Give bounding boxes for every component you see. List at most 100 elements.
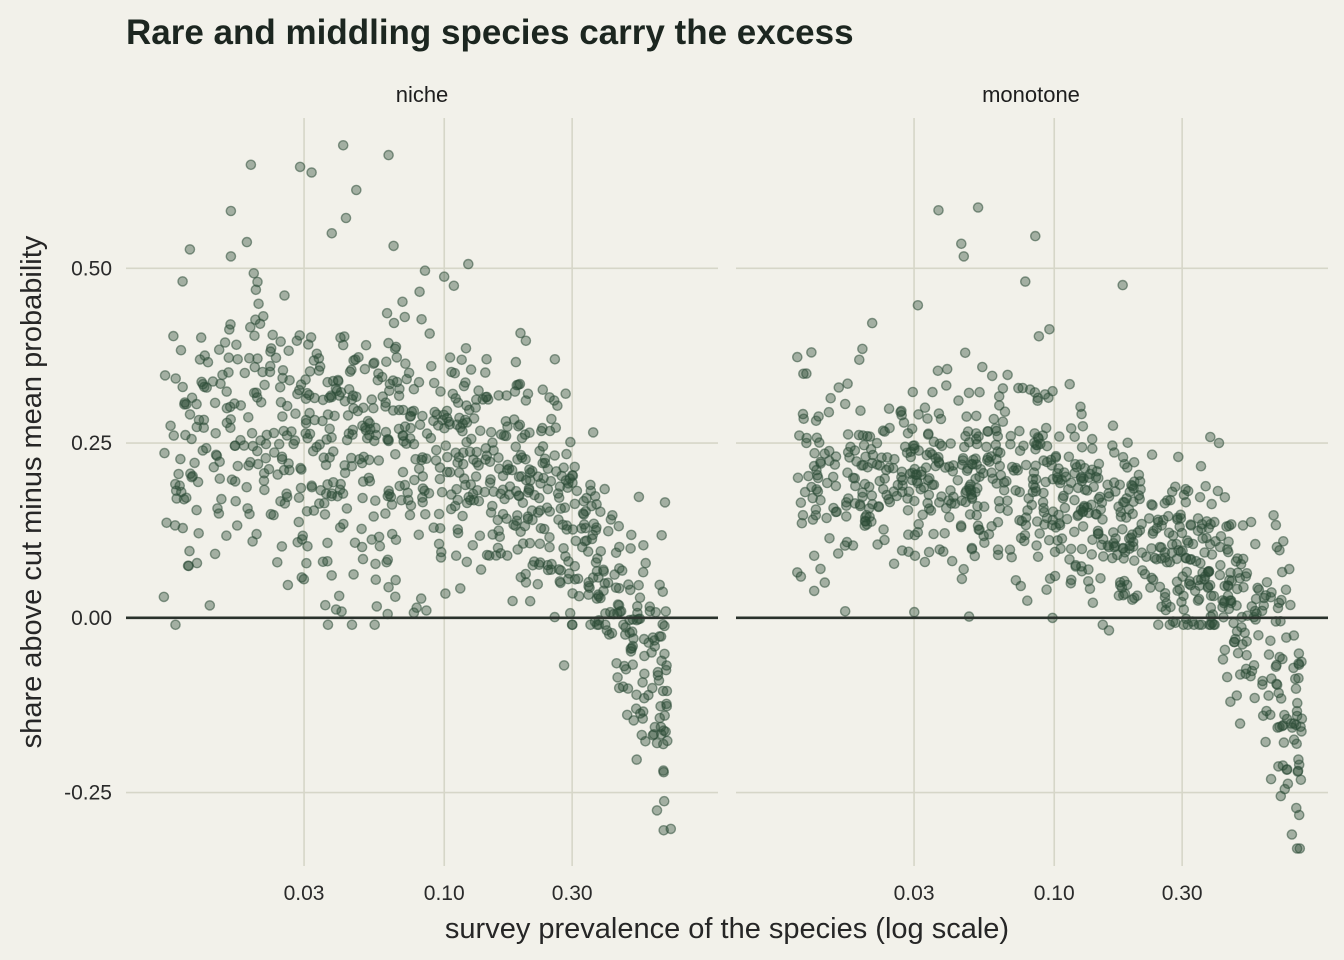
data-point	[1093, 458, 1105, 470]
data-point	[516, 432, 528, 444]
data-point	[1263, 690, 1274, 701]
data-point	[986, 370, 998, 382]
data-point	[191, 504, 202, 516]
data-point	[255, 396, 267, 408]
data-point	[952, 474, 964, 486]
data-point	[325, 390, 337, 402]
data-point	[966, 493, 978, 505]
data-point	[591, 498, 602, 510]
data-point	[1278, 536, 1289, 547]
data-point	[1087, 597, 1099, 609]
data-point	[346, 460, 358, 472]
data-point	[241, 481, 252, 493]
data-point	[1103, 625, 1115, 636]
data-point	[1034, 528, 1045, 539]
data-point	[1182, 535, 1193, 546]
data-point	[849, 472, 861, 484]
x-axis-ticks: 0.03 0.10 0.30 0.03 0.10 0.30	[284, 882, 1203, 905]
data-point	[386, 528, 398, 540]
data-point	[483, 550, 495, 561]
panel-niche: niche	[126, 82, 718, 866]
data-point	[510, 356, 522, 368]
data-point	[435, 552, 447, 563]
data-point	[1145, 582, 1156, 593]
data-point	[1086, 549, 1098, 560]
data-point	[1219, 491, 1231, 503]
data-point	[474, 530, 486, 542]
data-point	[1061, 513, 1073, 525]
data-point	[1002, 505, 1014, 517]
data-point	[658, 795, 670, 807]
data-point	[1293, 672, 1304, 684]
data-point	[1129, 555, 1140, 567]
data-point	[1075, 401, 1086, 413]
data-point	[1281, 764, 1293, 775]
data-point	[419, 265, 431, 277]
data-point	[1039, 519, 1050, 530]
data-point	[1146, 449, 1158, 461]
data-point	[242, 411, 254, 423]
data-point	[1293, 809, 1305, 821]
data-point	[1136, 547, 1148, 559]
data-point	[1221, 521, 1232, 532]
data-point	[513, 490, 525, 502]
data-point	[564, 473, 576, 484]
data-point	[194, 354, 206, 365]
data-point	[211, 450, 223, 462]
data-point	[1223, 536, 1234, 548]
data-point	[1293, 648, 1305, 659]
data-point	[363, 429, 375, 441]
data-point	[646, 647, 657, 658]
data-point	[582, 546, 594, 557]
data-point	[214, 473, 226, 485]
data-point	[402, 494, 414, 506]
data-point	[399, 311, 411, 323]
data-point	[561, 448, 572, 460]
data-point	[555, 503, 567, 514]
data-point	[242, 503, 253, 514]
data-point	[1114, 577, 1126, 588]
data-point	[1241, 568, 1253, 579]
data-point	[855, 500, 866, 512]
data-point	[913, 518, 925, 530]
data-point	[380, 508, 391, 519]
data-point	[1257, 710, 1269, 722]
data-point	[434, 523, 446, 534]
data-point	[808, 550, 820, 562]
data-point	[524, 427, 535, 439]
data-point	[928, 528, 939, 540]
data-point	[1268, 509, 1279, 521]
data-point	[1076, 543, 1088, 555]
data-point	[957, 452, 969, 464]
data-point	[841, 511, 852, 522]
data-point	[602, 577, 614, 589]
data-point	[912, 526, 924, 538]
data-point	[373, 455, 385, 466]
data-point	[803, 470, 814, 482]
data-point	[1178, 604, 1190, 615]
data-point	[1257, 679, 1268, 690]
data-point	[170, 373, 181, 384]
data-point	[252, 458, 264, 470]
data-point	[922, 497, 933, 509]
data-point	[903, 529, 914, 541]
data-point	[1171, 576, 1183, 588]
data-point	[384, 378, 396, 390]
data-point	[389, 448, 401, 460]
data-point	[866, 490, 878, 501]
data-point	[1038, 502, 1049, 514]
data-point	[324, 452, 336, 463]
data-point	[1278, 719, 1289, 731]
data-point	[1076, 475, 1088, 487]
data-point	[485, 474, 496, 485]
data-point	[243, 352, 255, 364]
data-point	[1065, 543, 1077, 555]
data-point	[278, 464, 290, 476]
data-point	[1167, 530, 1179, 541]
data-point	[235, 434, 246, 446]
data-point	[295, 482, 307, 494]
data-point	[1296, 713, 1308, 725]
data-point	[435, 386, 446, 397]
data-point	[1273, 687, 1284, 699]
data-point	[472, 484, 483, 496]
